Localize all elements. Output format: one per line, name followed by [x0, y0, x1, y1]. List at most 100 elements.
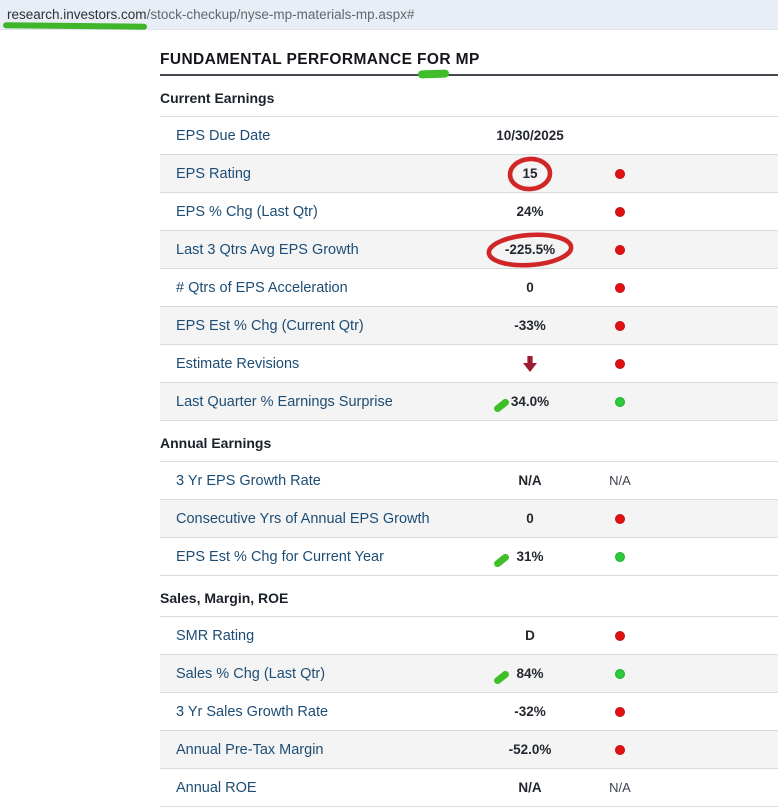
metric-value: -52.0%	[508, 742, 552, 757]
table-row: EPS Est % Chg (Current Qtr) -33%	[160, 306, 778, 344]
metric-value-cell: -32%	[470, 693, 590, 730]
status-dot-red	[615, 630, 625, 641]
table-row: EPS Est % Chg for Current Year 31%	[160, 537, 778, 575]
section-rows: SMR Rating D Sales % Chg (Last Qtr) 84% 3 Yr…	[160, 616, 778, 807]
status-cell: N/A	[590, 462, 650, 499]
metric-value: 15	[522, 166, 538, 181]
status-cell	[590, 693, 650, 730]
metric-label[interactable]: Estimate Revisions	[176, 355, 300, 372]
metric-label[interactable]: Consecutive Yrs of Annual EPS Growth	[176, 510, 430, 527]
status-cell	[590, 383, 650, 420]
estimate-revisions-down-arrow-icon	[523, 355, 537, 372]
status-cell	[590, 731, 650, 768]
table-row: Annual ROE N/A N/A	[160, 768, 778, 806]
section-heading: Annual Earnings	[160, 435, 272, 451]
title-divider	[160, 74, 778, 76]
table-row: Last 3 Qtrs Avg EPS Growth -225.5%	[160, 230, 778, 268]
metric-value: -33%	[514, 318, 546, 333]
metric-value: 84%	[516, 666, 544, 681]
status-dot-red	[615, 168, 625, 179]
metric-value: 34.0%	[510, 394, 550, 409]
status-dot-green	[615, 396, 625, 407]
metric-value-cell: N/A	[470, 769, 590, 806]
browser-url-bar[interactable]: research.investors.com/stock-checkup/nys…	[0, 0, 778, 30]
status-dot-green	[615, 551, 625, 562]
metric-label[interactable]: EPS Due Date	[176, 127, 271, 144]
status-cell	[590, 193, 650, 230]
metric-value-cell	[470, 345, 590, 382]
status-dot-green	[615, 668, 625, 679]
metric-value: 0	[526, 511, 534, 526]
status-dot-red	[615, 706, 625, 717]
table-row: Sales % Chg (Last Qtr) 84%	[160, 654, 778, 692]
metric-label[interactable]: EPS Est % Chg for Current Year	[176, 548, 384, 565]
metric-label[interactable]: SMR Rating	[176, 627, 255, 644]
table-row: 3 Yr EPS Growth Rate N/A N/A	[160, 461, 778, 499]
metric-value: N/A	[518, 780, 542, 795]
table-row: Annual Pre-Tax Margin -52.0%	[160, 730, 778, 768]
status-na-text: N/A	[609, 473, 631, 488]
status-dot-red	[615, 206, 625, 217]
status-dot-red	[615, 282, 625, 293]
metric-label[interactable]: Annual Pre-Tax Margin	[176, 741, 324, 758]
metric-value-cell: -225.5%	[470, 231, 590, 268]
stock-checkup-content: FUNDAMENTAL PERFORMANCE FOR MP Current E…	[160, 44, 778, 807]
fundamental-performance-table: Current Earnings EPS Due Date 10/30/2025 EP…	[160, 76, 778, 807]
metric-value: 10/30/2025	[496, 128, 564, 143]
metric-value-cell: 34.0%	[470, 383, 590, 420]
table-row: SMR Rating D	[160, 616, 778, 654]
green-pen-tick-annotation	[492, 669, 511, 686]
status-dot-red	[615, 744, 625, 755]
metric-value: D	[525, 628, 535, 643]
green-pen-tick-annotation	[492, 552, 511, 569]
metric-label[interactable]: EPS Rating	[176, 165, 251, 182]
table-section: Current Earnings EPS Due Date 10/30/2025 EP…	[160, 76, 778, 421]
section-rows: EPS Due Date 10/30/2025 EPS Rating 15 EPS % …	[160, 116, 778, 421]
metric-label[interactable]: Annual ROE	[176, 779, 257, 796]
metric-value: 24%	[516, 204, 544, 219]
page-title: FUNDAMENTAL PERFORMANCE FOR MP	[160, 51, 480, 68]
table-row: # Qtrs of EPS Acceleration 0	[160, 268, 778, 306]
metric-label[interactable]: EPS % Chg (Last Qtr)	[176, 203, 318, 220]
metric-label[interactable]: EPS Est % Chg (Current Qtr)	[176, 317, 364, 334]
table-row: 3 Yr Sales Growth Rate -32%	[160, 692, 778, 730]
metric-value-cell: 0	[470, 269, 590, 306]
metric-value: -225.5%	[504, 242, 556, 257]
metric-value-cell: 0	[470, 500, 590, 537]
metric-label[interactable]: 3 Yr Sales Growth Rate	[176, 703, 329, 720]
section-heading: Sales, Margin, ROE	[160, 590, 289, 606]
status-cell	[590, 345, 650, 382]
metric-value-cell: 10/30/2025	[470, 117, 590, 154]
status-cell	[590, 155, 650, 192]
green-pen-mark-mp-annotation	[417, 69, 450, 79]
status-cell	[590, 117, 650, 154]
green-pen-tick-annotation	[492, 397, 511, 414]
metric-label[interactable]: Last 3 Qtrs Avg EPS Growth	[176, 241, 359, 258]
metric-value-cell: -33%	[470, 307, 590, 344]
table-row: Estimate Revisions	[160, 344, 778, 382]
table-row: EPS Due Date 10/30/2025	[160, 116, 778, 154]
status-cell	[590, 307, 650, 344]
metric-value-cell: N/A	[470, 462, 590, 499]
metric-label[interactable]: # Qtrs of EPS Acceleration	[176, 279, 348, 296]
green-pen-underline-annotation	[2, 22, 148, 30]
table-row: EPS % Chg (Last Qtr) 24%	[160, 192, 778, 230]
metric-label[interactable]: Sales % Chg (Last Qtr)	[176, 665, 326, 682]
metric-label[interactable]: Last Quarter % Earnings Surprise	[176, 393, 393, 410]
status-dot-red	[615, 513, 625, 524]
metric-label[interactable]: 3 Yr EPS Growth Rate	[176, 472, 321, 489]
status-cell	[590, 538, 650, 575]
url-domain: research.investors.com	[7, 7, 147, 22]
metric-value-cell: 24%	[470, 193, 590, 230]
metric-value-cell: 31%	[470, 538, 590, 575]
status-dot-red	[615, 358, 625, 369]
section-heading: Current Earnings	[160, 90, 275, 106]
status-na-text: N/A	[609, 780, 631, 795]
status-cell	[590, 655, 650, 692]
section-rows: 3 Yr EPS Growth Rate N/A N/A Consecutive Yr…	[160, 461, 778, 576]
table-section: Annual Earnings 3 Yr EPS Growth Rate N/A N/…	[160, 421, 778, 576]
status-cell	[590, 617, 650, 654]
status-cell: N/A	[590, 769, 650, 806]
metric-value-cell: D	[470, 617, 590, 654]
status-cell	[590, 231, 650, 268]
